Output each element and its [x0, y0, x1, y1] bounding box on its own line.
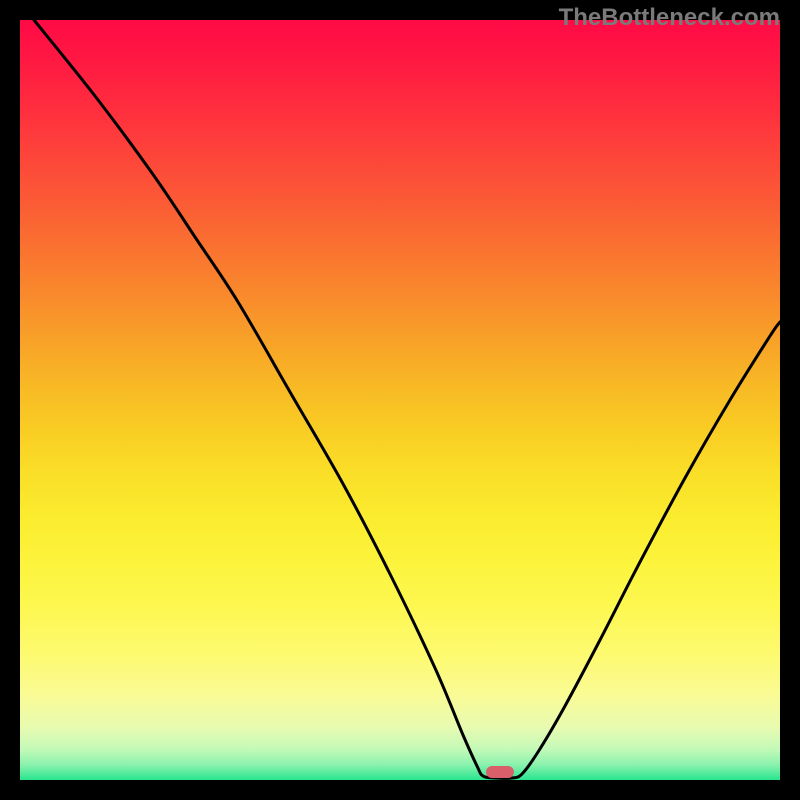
bottleneck-chart	[0, 0, 800, 800]
optimal-point-marker	[486, 766, 514, 778]
watermark-text: TheBottleneck.com	[559, 4, 780, 32]
chart-frame	[0, 0, 800, 800]
chart-background	[20, 20, 780, 780]
